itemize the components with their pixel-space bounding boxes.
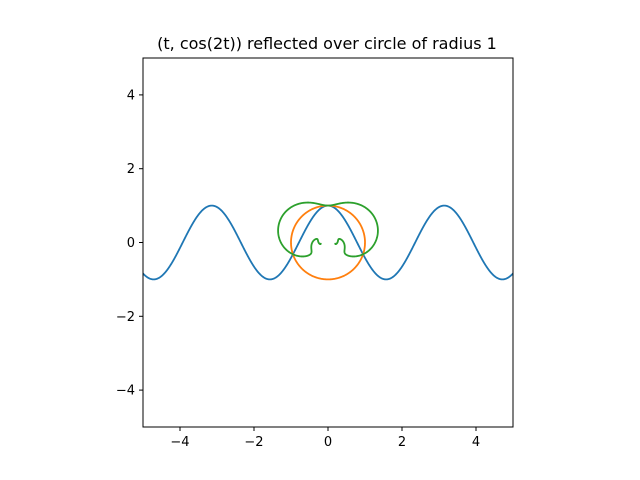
x-tick-label: 2: [398, 435, 406, 450]
x-axis: −4 −2 0 2 4: [170, 427, 480, 450]
series-circle-line: [290, 204, 366, 281]
x-tick-label: −4: [170, 435, 189, 450]
plot-frame: [142, 57, 514, 428]
series-reflected-line: [277, 201, 379, 258]
y-tick-label: 2: [127, 162, 135, 177]
series-curve-line: [143, 204, 513, 281]
y-tick-label: 4: [127, 88, 135, 103]
y-tick-label: −2: [116, 310, 135, 325]
x-tick-label: 4: [472, 435, 480, 450]
y-tick-label: −4: [116, 384, 135, 399]
y-axis: −4 −2 0 2 4: [116, 88, 143, 399]
x-tick-label: 0: [324, 435, 332, 450]
y-tick-label: 0: [127, 236, 135, 251]
chart-title: (t, cos(2t)) reflected over circle of ra…: [157, 34, 497, 53]
series-layer: [143, 201, 513, 281]
x-tick-label: −2: [244, 435, 263, 450]
